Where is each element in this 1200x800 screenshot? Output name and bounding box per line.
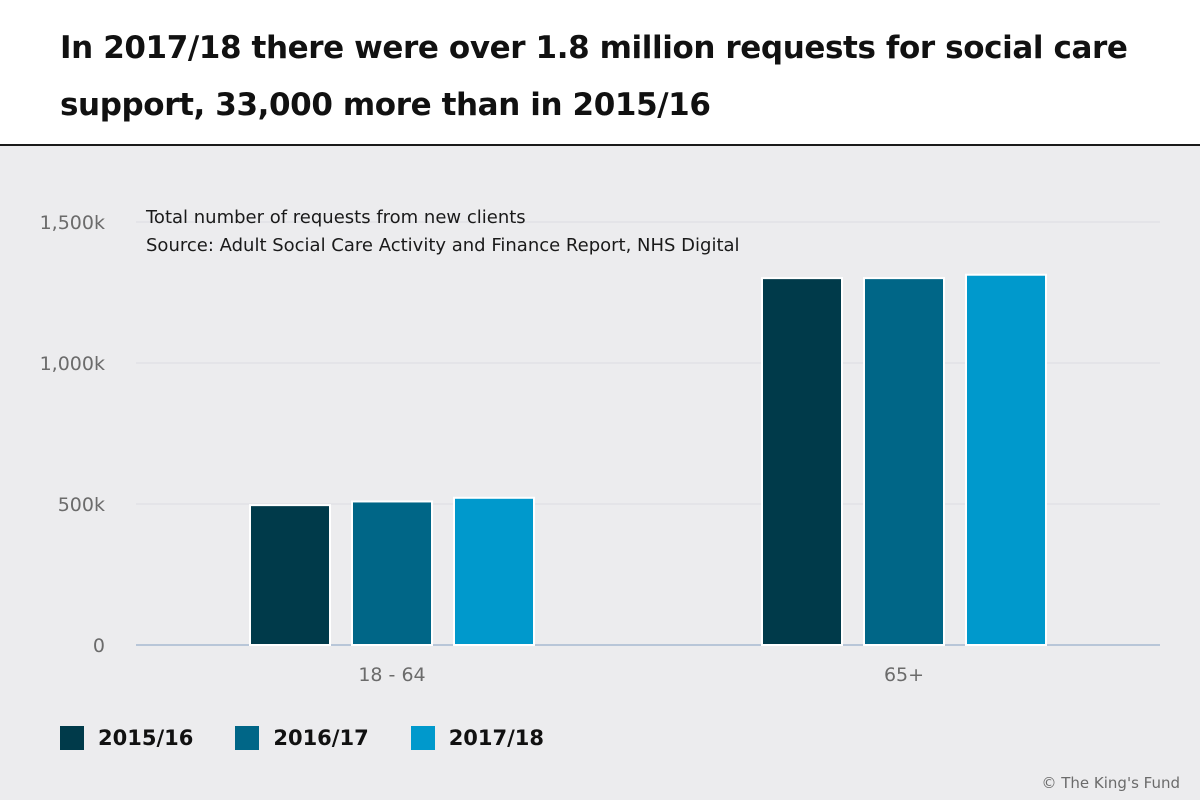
bar-2015-16-18-64[interactable] xyxy=(249,504,331,646)
legend-swatch-2015-16 xyxy=(60,726,84,750)
chart-title: In 2017/18 there were over 1.8 million r… xyxy=(60,30,1128,123)
bars xyxy=(249,273,1047,646)
legend-label-2016-17: 2016/17 xyxy=(273,726,369,750)
x-category-label: 65+ xyxy=(884,664,924,686)
legend-label-2015-16: 2015/16 xyxy=(98,726,194,750)
chart-note-line-1: Total number of requests from new client… xyxy=(145,207,526,228)
y-axis: 0 500k 1,000k 1,500k xyxy=(40,212,105,657)
y-tick-label: 1,500k xyxy=(40,212,105,234)
y-tick-label: 500k xyxy=(58,494,105,516)
bar-2017-18-18-64[interactable] xyxy=(453,496,535,646)
x-axis: 18 - 64 65+ xyxy=(358,664,924,686)
legend-item-2015-16[interactable]: 2015/16 xyxy=(60,726,193,750)
legend-swatch-2016-17 xyxy=(235,726,260,750)
bar-2016-17-18-64[interactable] xyxy=(351,500,433,646)
copyright-footer: © The King's Fund xyxy=(1041,774,1180,792)
bar-chart: 0 500k 1,000k 1,500k 18 - 64 65+ Total numbe… xyxy=(40,207,1160,686)
bar-2015-16-65-[interactable] xyxy=(761,277,843,646)
bar-2016-17-65-[interactable] xyxy=(863,277,945,646)
x-category-label: 18 - 64 xyxy=(358,664,425,686)
legend-item-2017-18[interactable]: 2017/18 xyxy=(410,726,545,750)
legend-swatch-2017-18 xyxy=(410,726,435,750)
bar-2017-18-65-[interactable] xyxy=(965,273,1047,646)
legend: 2015/16 2016/17 2017/18 xyxy=(60,726,586,750)
header: In 2017/18 there were over 1.8 million r… xyxy=(0,0,1200,146)
legend-item-2016-17[interactable]: 2016/17 xyxy=(235,726,369,750)
y-tick-label: 1,000k xyxy=(40,353,105,375)
y-tick-label: 0 xyxy=(93,635,105,657)
chart-source-note: Source: Adult Social Care Activity and F… xyxy=(146,235,740,256)
legend-label-2017-18: 2017/18 xyxy=(448,726,545,750)
